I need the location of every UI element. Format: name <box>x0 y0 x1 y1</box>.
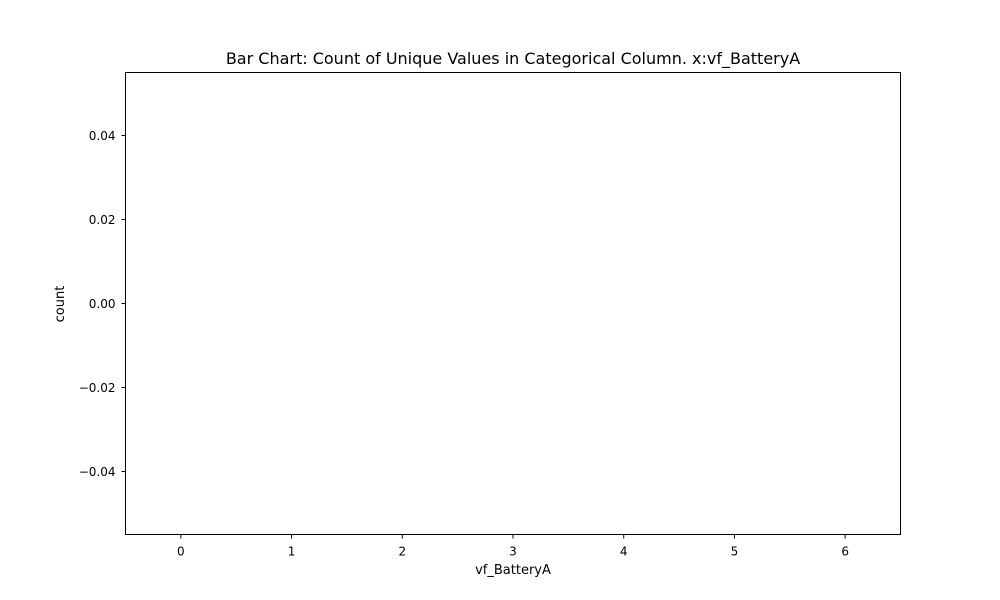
x-tick-label: 3 <box>509 545 517 559</box>
y-tick-label: −0.02 <box>79 381 116 395</box>
x-axis-label: vf_BatteryA <box>475 563 551 578</box>
x-axis-ticks: 0 1 2 3 4 5 6 <box>177 534 849 559</box>
y-tick-label: 0.04 <box>89 129 116 143</box>
x-tick-label: 2 <box>398 545 406 559</box>
x-tick-label: 0 <box>177 545 185 559</box>
chart-title: Bar Chart: Count of Unique Values in Cat… <box>226 49 800 69</box>
y-axis-ticks: −0.04 −0.02 0.00 0.02 0.04 <box>79 129 126 479</box>
x-tick-label: 4 <box>620 545 628 559</box>
x-tick-label: 6 <box>841 545 849 559</box>
y-tick-label: 0.00 <box>89 297 116 311</box>
x-tick-label: 1 <box>288 545 296 559</box>
y-tick-label: 0.02 <box>89 213 116 227</box>
y-axis-label: count <box>53 286 68 323</box>
y-tick-label: −0.04 <box>79 465 116 479</box>
x-tick-label: 5 <box>731 545 739 559</box>
